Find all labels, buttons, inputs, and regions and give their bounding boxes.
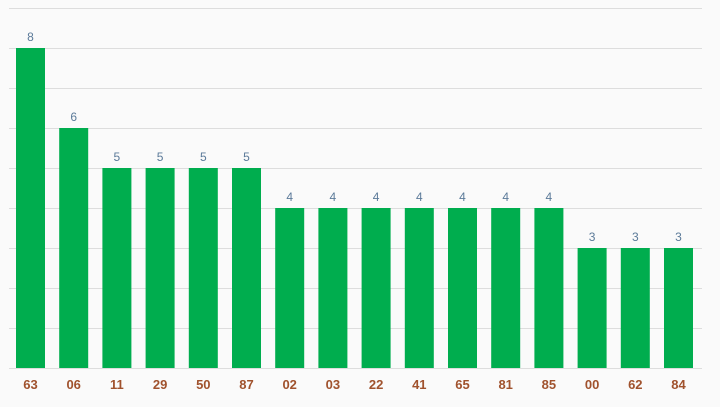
bar-11 xyxy=(102,168,132,368)
data-label-62: 3 xyxy=(632,230,639,244)
data-label-50: 5 xyxy=(200,150,207,164)
bar-03 xyxy=(318,208,348,368)
x-tick-label-06: 06 xyxy=(66,377,80,392)
x-tick-label-81: 81 xyxy=(498,377,512,392)
bar-02 xyxy=(275,208,305,368)
data-label-84: 3 xyxy=(675,230,682,244)
data-label-41: 4 xyxy=(416,190,423,204)
bar-84 xyxy=(664,248,693,368)
x-tick-label-84: 84 xyxy=(671,377,686,392)
data-labels: 8 6 5 5 5 5 4 4 4 4 4 4 4 3 3 3 xyxy=(27,30,682,244)
data-label-85: 4 xyxy=(546,190,553,204)
bar-63 xyxy=(16,48,45,368)
x-tick-label-02: 02 xyxy=(282,377,296,392)
x-tick-label-50: 50 xyxy=(196,377,210,392)
data-label-03: 4 xyxy=(330,190,337,204)
x-tick-label-41: 41 xyxy=(412,377,426,392)
bar-06 xyxy=(59,128,89,368)
data-label-29: 5 xyxy=(157,150,164,164)
data-label-63: 8 xyxy=(27,30,34,44)
bar-50 xyxy=(188,168,218,368)
bar-29 xyxy=(145,168,175,368)
bars xyxy=(16,48,693,368)
x-tick-label-11: 11 xyxy=(110,377,124,392)
bar-62 xyxy=(620,248,650,368)
bar-65 xyxy=(448,208,477,368)
bar-22 xyxy=(361,208,391,368)
bar-85 xyxy=(534,208,564,368)
x-tick-label-85: 85 xyxy=(542,377,556,392)
x-tick-label-22: 22 xyxy=(369,377,383,392)
data-label-22: 4 xyxy=(373,190,380,204)
bar-00 xyxy=(577,248,607,368)
data-label-06: 6 xyxy=(70,110,77,124)
x-tick-label-03: 03 xyxy=(326,377,340,392)
data-label-81: 4 xyxy=(502,190,509,204)
x-tick-label-65: 65 xyxy=(455,377,469,392)
x-tick-label-00: 00 xyxy=(585,377,599,392)
data-label-02: 4 xyxy=(286,190,293,204)
bar-41 xyxy=(404,208,434,368)
data-label-87: 5 xyxy=(243,150,250,164)
x-axis-tick-labels: 63 06 11 29 50 87 02 03 22 41 65 81 85 00 62 84 xyxy=(23,377,686,392)
data-label-65: 4 xyxy=(459,190,466,204)
data-label-11: 5 xyxy=(114,150,121,164)
x-tick-label-62: 62 xyxy=(628,377,642,392)
bar-87 xyxy=(232,168,261,368)
x-tick-label-29: 29 xyxy=(153,377,167,392)
data-label-00: 3 xyxy=(589,230,596,244)
x-tick-label-63: 63 xyxy=(23,377,37,392)
x-tick-label-87: 87 xyxy=(239,377,253,392)
bar-81 xyxy=(491,208,521,368)
